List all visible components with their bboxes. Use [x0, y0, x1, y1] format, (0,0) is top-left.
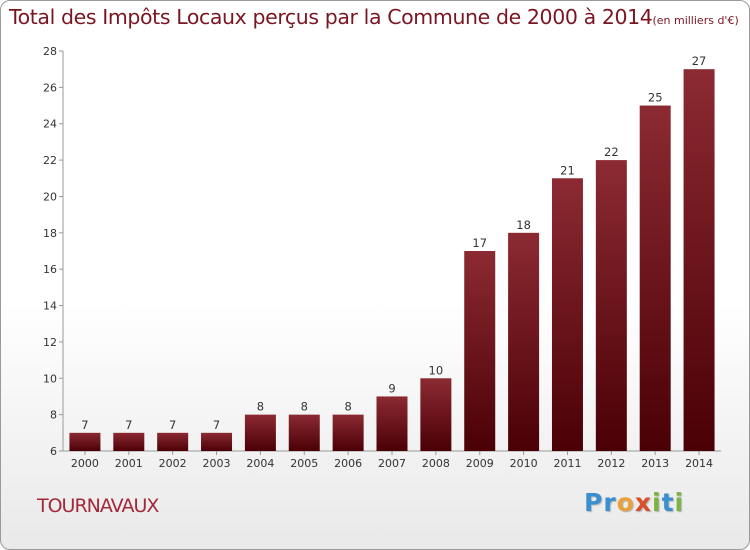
y-tick-label: 18	[43, 227, 57, 240]
bar-2008	[420, 378, 452, 451]
value-label-2001: 7	[125, 418, 132, 432]
x-tick-label-2005: 2005	[290, 457, 318, 470]
bar-2006	[332, 414, 364, 451]
value-label-2012: 22	[604, 145, 619, 159]
value-label-2013: 25	[648, 91, 663, 105]
x-tick-label-2010: 2010	[510, 457, 538, 470]
chart-value-labels: 7 7 7 7 8 8 8 9 10 17 18 21 22 25 27	[81, 54, 706, 432]
bar-2003	[201, 432, 233, 451]
value-label-2002: 7	[169, 418, 176, 432]
y-tick-label: 14	[43, 300, 57, 313]
proxiti-logo: Proxiti	[584, 488, 684, 517]
bar-2011	[551, 178, 583, 452]
value-label-2005: 8	[301, 400, 308, 414]
bar-2009	[464, 251, 496, 451]
x-tick-label-2001: 2001	[115, 457, 143, 470]
bar-2010	[508, 232, 540, 451]
bar-2002	[157, 432, 189, 451]
y-tick-label: 12	[43, 336, 57, 349]
logo-letter: i	[652, 488, 662, 517]
value-label-2011: 21	[560, 163, 575, 177]
logo-letter: r	[603, 488, 617, 517]
x-tick-label-2000: 2000	[71, 457, 99, 470]
logo-letter: x	[634, 488, 652, 517]
bar-2007	[376, 396, 408, 451]
bar-2005	[288, 414, 320, 451]
y-tick-label: 26	[43, 81, 57, 94]
x-tick-label-2004: 2004	[246, 457, 274, 470]
y-tick-label: 6	[50, 445, 57, 458]
bar-2012	[595, 160, 627, 451]
value-label-2007: 9	[388, 381, 395, 395]
x-tick-label-2012: 2012	[597, 457, 625, 470]
y-tick-label: 24	[43, 118, 57, 131]
y-tick-label: 22	[43, 154, 57, 167]
logo-letter: i	[674, 488, 685, 517]
x-tick-label-2006: 2006	[334, 457, 362, 470]
bar-2004	[244, 414, 276, 451]
logo-letter: o	[616, 488, 635, 517]
value-label-2010: 18	[516, 218, 531, 232]
value-label-2004: 8	[257, 400, 264, 414]
chart-title: Total des Impôts Locaux perçus par la Co…	[9, 5, 739, 29]
value-label-2000: 7	[81, 418, 88, 432]
x-tick-label-2009: 2009	[466, 457, 494, 470]
value-label-2003: 7	[213, 418, 220, 432]
commune-name: TOURNAVAUX	[37, 495, 159, 517]
x-tick-label-2014: 2014	[685, 457, 713, 470]
x-tick-label-2007: 2007	[378, 457, 406, 470]
x-tick-label-2013: 2013	[641, 457, 669, 470]
y-tick-label: 20	[43, 190, 57, 203]
logo-letter: P	[584, 488, 604, 517]
bar-2013	[639, 105, 671, 451]
y-tick-label: 28	[43, 45, 57, 58]
chart-axes: 6 8 10 12 14 16 18 20 22 24 26 28 2000 2001 2002 2003 20…	[43, 45, 721, 470]
bar-2014	[683, 69, 715, 451]
x-tick-label-2002: 2002	[159, 457, 187, 470]
logo-letter: t	[661, 488, 675, 517]
bar-2001	[113, 432, 145, 451]
chart-unit-note: (en milliers d'€)	[652, 14, 739, 27]
value-label-2009: 17	[472, 236, 487, 250]
x-tick-label-2011: 2011	[553, 457, 581, 470]
y-tick-label: 10	[43, 372, 57, 385]
value-label-2006: 8	[344, 400, 351, 414]
x-tick-label-2003: 2003	[203, 457, 231, 470]
value-label-2008: 10	[429, 363, 444, 377]
value-label-2014: 27	[692, 54, 707, 68]
y-tick-label: 16	[43, 263, 57, 276]
bar-2000	[69, 432, 101, 451]
chart-title-main: Total des Impôts Locaux perçus par la Co…	[9, 5, 653, 29]
x-tick-label-2008: 2008	[422, 457, 450, 470]
y-tick-label: 8	[50, 409, 57, 422]
chart-bars	[69, 69, 715, 452]
